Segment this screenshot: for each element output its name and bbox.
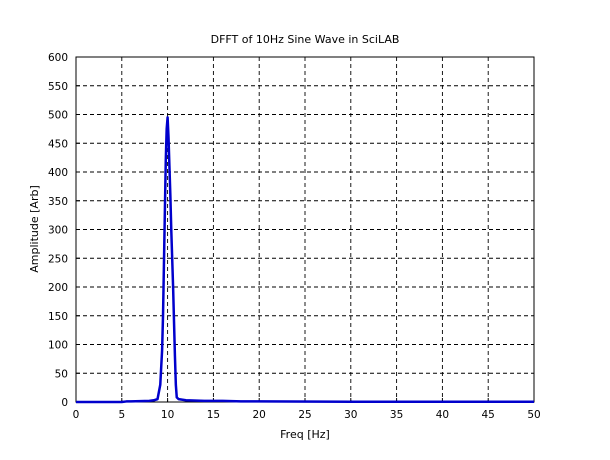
chart-title: DFFT of 10Hz Sine Wave in SciLAB: [211, 33, 400, 46]
x-tick-label: 40: [436, 409, 449, 421]
y-tick-label: 550: [48, 81, 68, 93]
x-tick-label: 20: [253, 409, 266, 421]
x-tick-label: 30: [344, 409, 357, 421]
y-tick-label: 500: [48, 110, 68, 122]
x-tick-label: 10: [161, 409, 174, 421]
x-tick-label: 5: [118, 409, 125, 421]
y-axis-ticks: 0 50 100 150 200 250 300 350 400 450 500 550 600: [48, 52, 80, 409]
y-tick-label: 100: [48, 340, 68, 352]
x-axis-label: Freq [Hz]: [280, 428, 330, 441]
x-tick-label: 45: [482, 409, 495, 421]
y-tick-label: 250: [48, 253, 68, 265]
y-tick-label: 400: [48, 167, 68, 179]
x-tick-label: 25: [298, 409, 311, 421]
x-tick-label: 35: [390, 409, 403, 421]
y-tick-label: 350: [48, 196, 68, 208]
x-tick-label: 50: [527, 409, 540, 421]
x-tick-label: 0: [73, 409, 80, 421]
y-tick-label: 200: [48, 282, 68, 294]
y-tick-label: 50: [55, 368, 68, 380]
grid: [76, 57, 534, 402]
y-tick-label: 150: [48, 311, 68, 323]
y-axis-label: Amplitude [Arb]: [28, 185, 41, 272]
y-tick-label: 600: [48, 52, 68, 64]
series-line: [76, 116, 534, 404]
y-tick-label: 300: [48, 225, 68, 237]
x-axis-ticks: 0 5 10 15 20 25 30 35 40 45 50: [73, 398, 541, 421]
y-tick-label: 450: [48, 138, 68, 150]
x-tick-label: 15: [207, 409, 220, 421]
y-tick-label: 0: [61, 397, 68, 409]
